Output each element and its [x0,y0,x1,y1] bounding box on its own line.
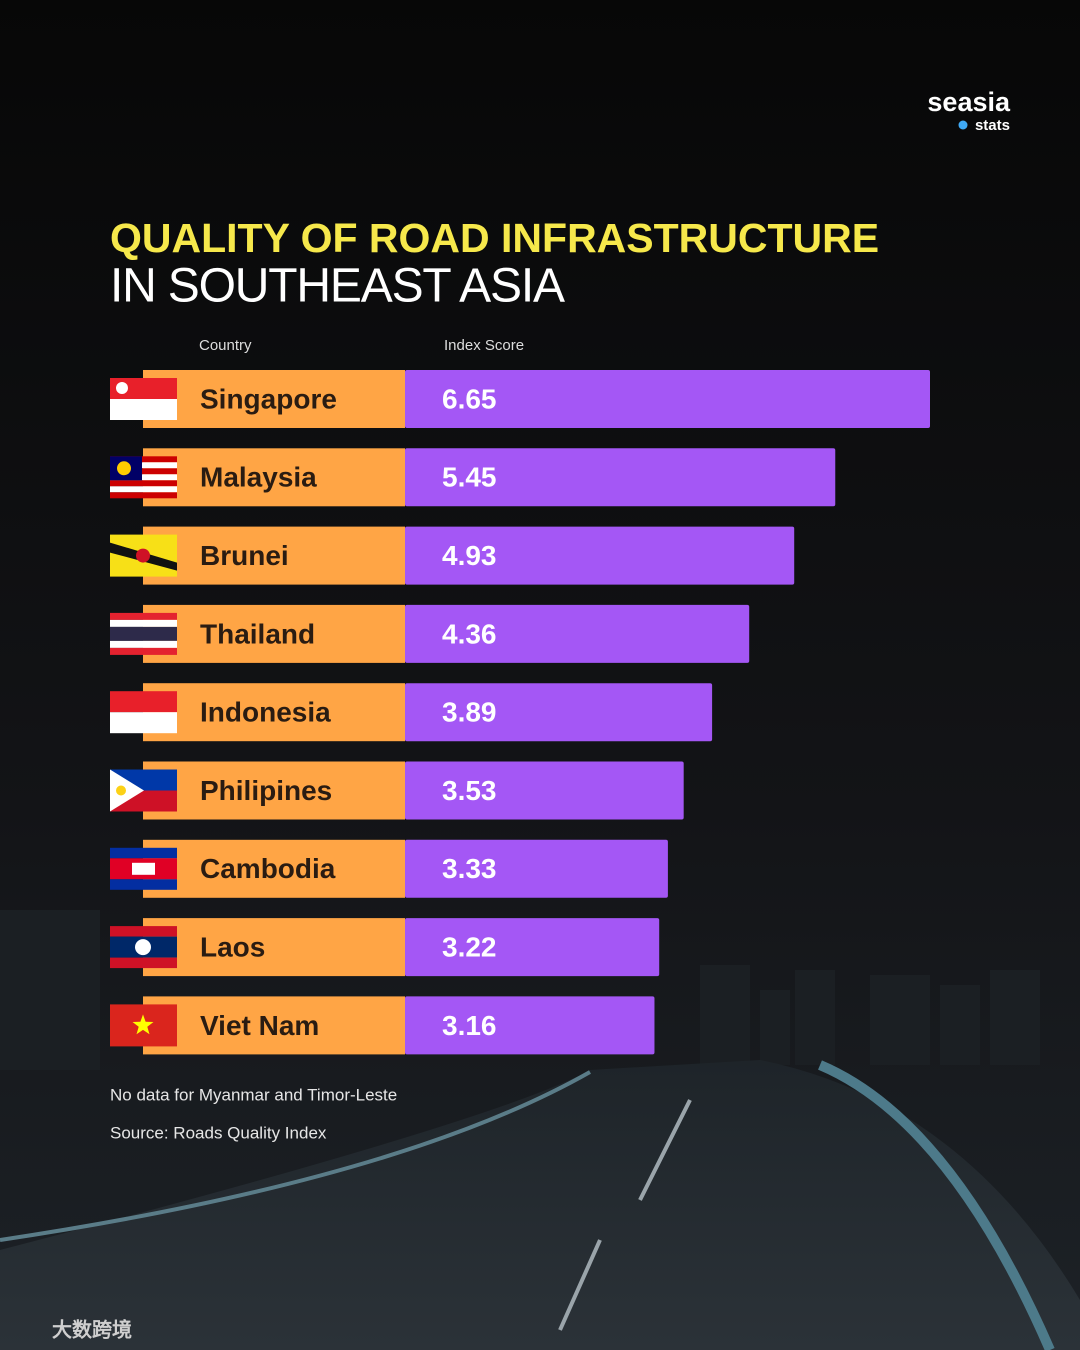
value-label: 3.89 [442,697,497,728]
flag-stripe [110,378,177,399]
flag-stripe [110,926,177,937]
category-label: Malaysia [200,462,317,493]
flag-stripe [110,462,177,469]
flag-stripe [110,468,177,475]
watermark: 大数跨境 [52,1317,132,1341]
label-box [143,604,405,663]
flag [110,534,177,577]
logo-name: seasia [927,87,1011,117]
flag-sun [116,785,126,796]
flag-star [132,1014,154,1035]
flag-stripe [110,474,177,481]
flag-stripe [110,640,177,648]
source: Source: Roads Quality Index [110,1123,327,1142]
category-label: Cambodia [200,853,336,884]
column-header: Country [199,337,252,354]
flag-stripe [110,612,177,620]
note: No data for Myanmar and Timor-Leste [110,1085,397,1104]
flag [110,612,177,655]
label-box [143,761,405,820]
road-rail [818,1060,1055,1350]
category-label: Indonesia [200,697,331,728]
label-box [143,683,405,742]
flag [110,378,177,420]
label-box [143,526,405,585]
value-label: 3.22 [442,931,497,962]
value-label: 5.45 [442,462,497,493]
chart-subtitle: IN SOUTHEAST ASIA [110,260,565,313]
flag-stripe [110,957,177,969]
value-label: 4.36 [442,618,497,649]
flag [110,769,177,812]
flag [110,691,177,734]
flag-stripe [110,847,177,859]
category-label: Brunei [200,540,289,571]
bar [405,996,655,1055]
flag-stripe [110,486,177,493]
label-box [143,918,405,977]
lane-marking [558,1099,692,1331]
bar [405,448,836,507]
logo-dot [958,120,968,130]
bar [405,370,930,428]
flag-disc [135,939,151,956]
city-skyline [0,910,1040,1070]
value-label: 3.33 [442,853,497,884]
flag-emblem [117,461,131,476]
column-header: Index Score [444,337,524,354]
flag-stripe [110,879,177,890]
category-label: Viet Nam [200,1010,319,1041]
flag [110,926,177,969]
bar [405,526,795,585]
value-label: 6.65 [442,383,497,414]
bar [405,918,660,977]
label-box [143,996,405,1055]
bars: Singapore 6.65 Malaysia 5.45 Brunei 4.93 Thail… [110,370,930,1055]
flag-stripe [110,647,177,655]
flag-stripe [110,492,177,499]
logo-sub: stats [975,117,1010,134]
category-label: Laos [200,931,265,962]
road [0,1060,1080,1350]
flag-stripe [110,480,177,487]
bar [405,839,668,898]
value-label: 3.16 [442,1010,497,1041]
flag-stripe [110,619,177,627]
label-box [143,839,405,898]
flag [110,1004,177,1047]
bar [405,604,750,663]
bar [405,761,684,820]
flag-stripe [110,712,177,734]
chart-title: QUALITY OF ROAD INFRASTRUCTURE [110,215,879,261]
road-rail [0,1070,591,1242]
flag [110,847,177,890]
category-label: Thailand [200,618,315,649]
flag-temple [132,862,155,875]
flag-stripe [110,399,177,420]
value-label: 4.93 [442,540,497,571]
flag-stripe [110,691,177,713]
flag [110,456,177,499]
flag-emblem [116,382,128,394]
label-box [143,448,405,507]
bar [405,683,713,742]
flag-emblem [136,548,150,563]
flag-stripe [110,456,177,463]
label-box [143,370,405,428]
flag-stripe [110,626,177,641]
category-label: Singapore [200,383,337,414]
category-label: Philipines [200,775,332,806]
value-label: 3.53 [442,775,497,806]
flag-triangle [110,769,144,812]
